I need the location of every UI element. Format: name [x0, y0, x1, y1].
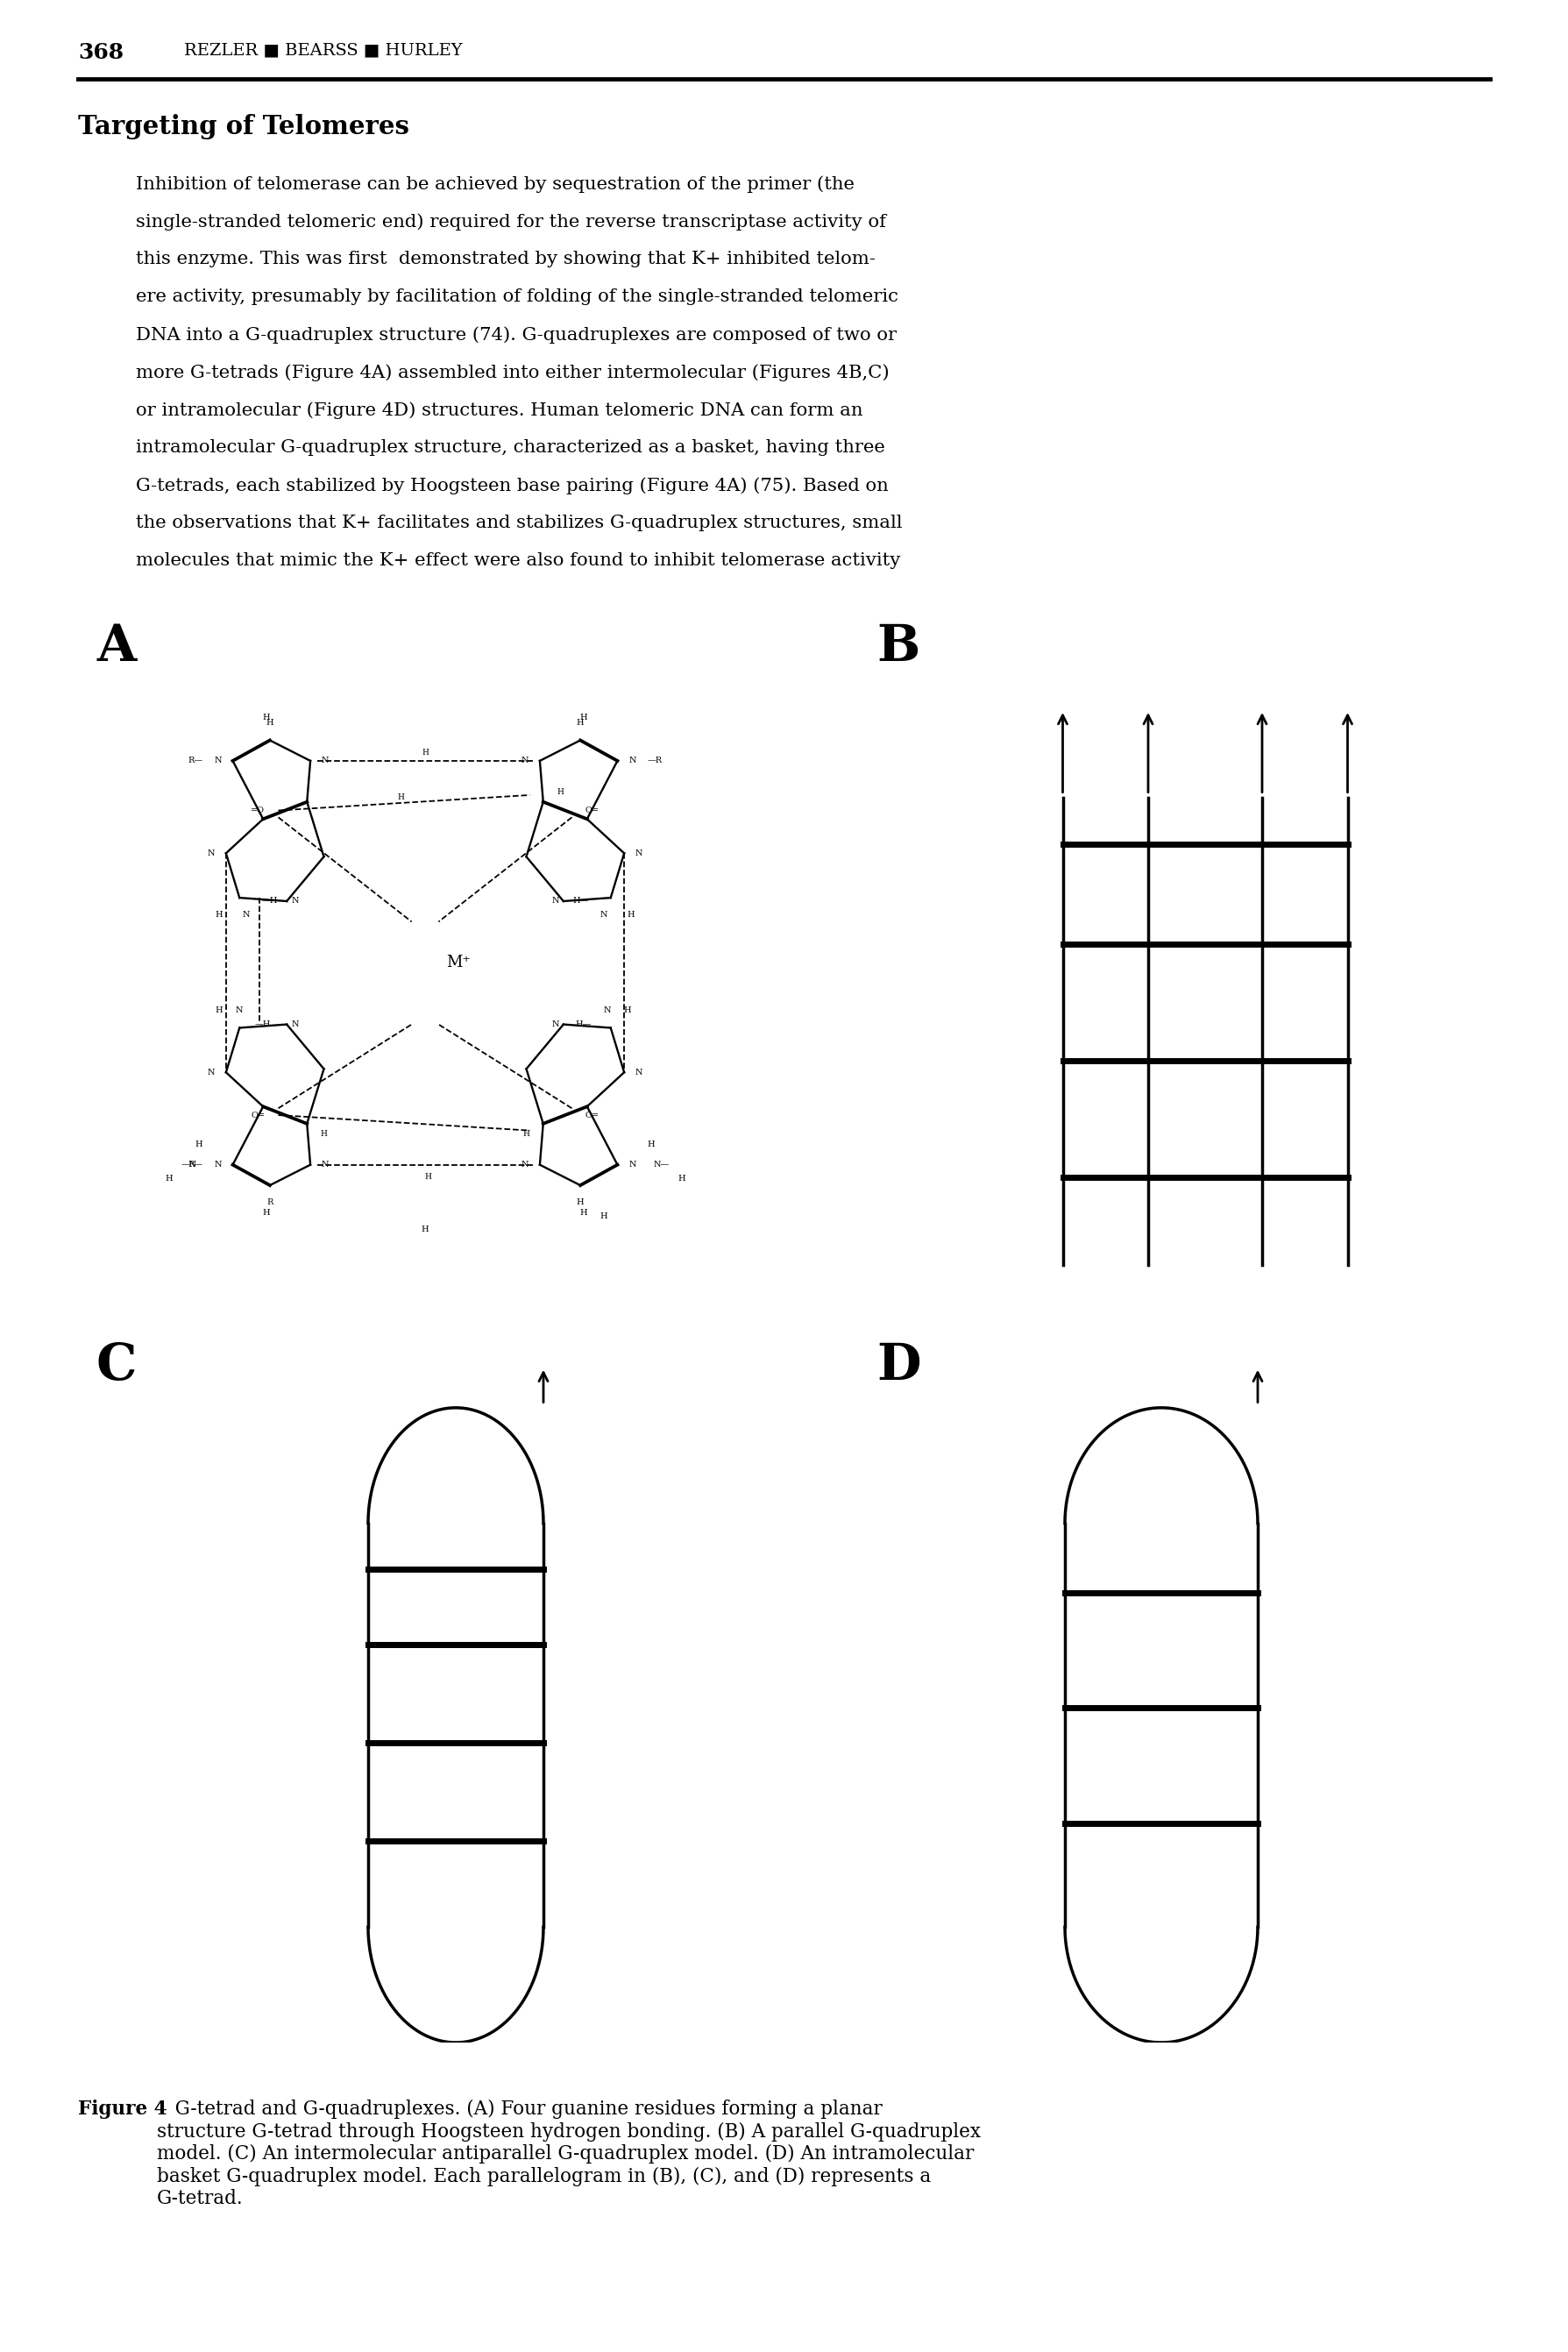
Text: N: N — [635, 1068, 643, 1077]
Text: H: H — [648, 1141, 655, 1148]
Text: N: N — [292, 1021, 298, 1028]
Text: H: H — [267, 720, 274, 727]
Text: N: N — [321, 757, 329, 764]
Text: H—: H— — [575, 1021, 591, 1028]
Text: A: A — [96, 623, 136, 673]
Text: 368: 368 — [78, 42, 124, 64]
Text: H: H — [425, 1174, 431, 1181]
Text: M⁺: M⁺ — [447, 955, 470, 971]
Text: N: N — [243, 910, 249, 920]
Text: intramolecular G-quadruplex structure, characterized as a basket, having three: intramolecular G-quadruplex structure, c… — [136, 440, 884, 456]
Text: —R: —R — [648, 757, 662, 764]
Text: H: H — [601, 1211, 608, 1221]
Text: molecules that mimic the K+ effect were also found to inhibit telomerase activit: molecules that mimic the K+ effect were … — [136, 553, 900, 569]
Text: Figure 4: Figure 4 — [78, 2100, 168, 2119]
Text: H: H — [522, 1129, 530, 1138]
Text: —N: —N — [180, 1162, 198, 1169]
Text: R: R — [267, 1200, 273, 1207]
Text: or intramolecular (Figure 4D) structures. Human telomeric DNA can form an: or intramolecular (Figure 4D) structures… — [136, 402, 862, 419]
Text: N—: N— — [654, 1162, 670, 1169]
Text: H: H — [215, 910, 223, 920]
Text: H: H — [624, 1007, 632, 1014]
Text: N: N — [215, 1162, 221, 1169]
Text: N: N — [321, 1162, 329, 1169]
Text: R—: R— — [188, 1162, 204, 1169]
Text: N: N — [521, 1162, 528, 1169]
Text: Inhibition of telomerase can be achieved by sequestration of the primer (the: Inhibition of telomerase can be achieved… — [136, 176, 855, 193]
Text: N: N — [207, 1068, 215, 1077]
Text: single-stranded telomeric end) required for the reverse transcriptase activity o: single-stranded telomeric end) required … — [136, 214, 886, 230]
Text: N: N — [215, 757, 221, 764]
Text: H: H — [422, 1225, 430, 1235]
Text: H: H — [627, 910, 635, 920]
Text: ere activity, presumably by facilitation of folding of the single-stranded telom: ere activity, presumably by facilitation… — [136, 289, 898, 306]
Text: B: B — [877, 623, 920, 673]
Text: N: N — [629, 757, 637, 764]
Text: N: N — [604, 1007, 612, 1014]
Text: H: H — [557, 788, 563, 795]
Text: N: N — [292, 896, 298, 906]
Text: H: H — [397, 793, 405, 802]
Text: H: H — [580, 1209, 588, 1216]
Text: H—: H— — [572, 896, 588, 906]
Text: REZLER ■ BEARSS ■ HURLEY: REZLER ■ BEARSS ■ HURLEY — [183, 42, 463, 59]
Text: —H: —H — [256, 1021, 271, 1028]
Text: N: N — [601, 910, 608, 920]
Text: the observations that K+ facilitates and stabilizes G-quadruplex structures, sma: the observations that K+ facilitates and… — [136, 515, 902, 532]
Text: N: N — [635, 849, 643, 856]
Text: =O: =O — [251, 807, 265, 814]
Text: more G-tetrads (Figure 4A) assembled into either intermolecular (Figures 4B,C): more G-tetrads (Figure 4A) assembled int… — [136, 365, 889, 381]
Text: H: H — [215, 1007, 223, 1014]
Text: O=: O= — [251, 1110, 265, 1120]
Text: —H: —H — [262, 896, 278, 906]
Text: Targeting of Telomeres: Targeting of Telomeres — [78, 113, 409, 139]
Text: H: H — [422, 748, 428, 757]
Text: R—: R— — [188, 757, 204, 764]
Text: O=: O= — [585, 1110, 599, 1120]
Text: C: C — [96, 1341, 136, 1390]
Text: H: H — [580, 713, 588, 722]
Text: H: H — [577, 1200, 585, 1207]
Text: H: H — [196, 1141, 202, 1148]
Text: H: H — [165, 1174, 172, 1183]
Text: N: N — [521, 757, 528, 764]
Text: H: H — [263, 1209, 270, 1216]
Text: DNA into a G-quadruplex structure (74). G-quadruplexes are composed of two or: DNA into a G-quadruplex structure (74). … — [136, 327, 897, 343]
Text: H: H — [320, 1129, 328, 1138]
Text: N: N — [552, 896, 560, 906]
Text: N: N — [235, 1007, 243, 1014]
Text: H: H — [263, 713, 270, 722]
Text: G-tetrads, each stabilized by Hoogsteen base pairing (Figure 4A) (75). Based on: G-tetrads, each stabilized by Hoogsteen … — [136, 477, 889, 494]
Text: G-tetrad and G-quadruplexes. (A) Four guanine residues forming a planar
structur: G-tetrad and G-quadruplexes. (A) Four gu… — [157, 2100, 980, 2209]
Text: D: D — [877, 1341, 920, 1390]
Text: N: N — [207, 849, 215, 856]
Text: O=: O= — [585, 807, 599, 814]
Text: N: N — [629, 1162, 637, 1169]
Text: N: N — [552, 1021, 560, 1028]
Text: H: H — [577, 720, 585, 727]
Text: H: H — [677, 1174, 685, 1183]
Text: this enzyme. This was first  demonstrated by showing that K+ inhibited telom-: this enzyme. This was first demonstrated… — [136, 252, 875, 268]
